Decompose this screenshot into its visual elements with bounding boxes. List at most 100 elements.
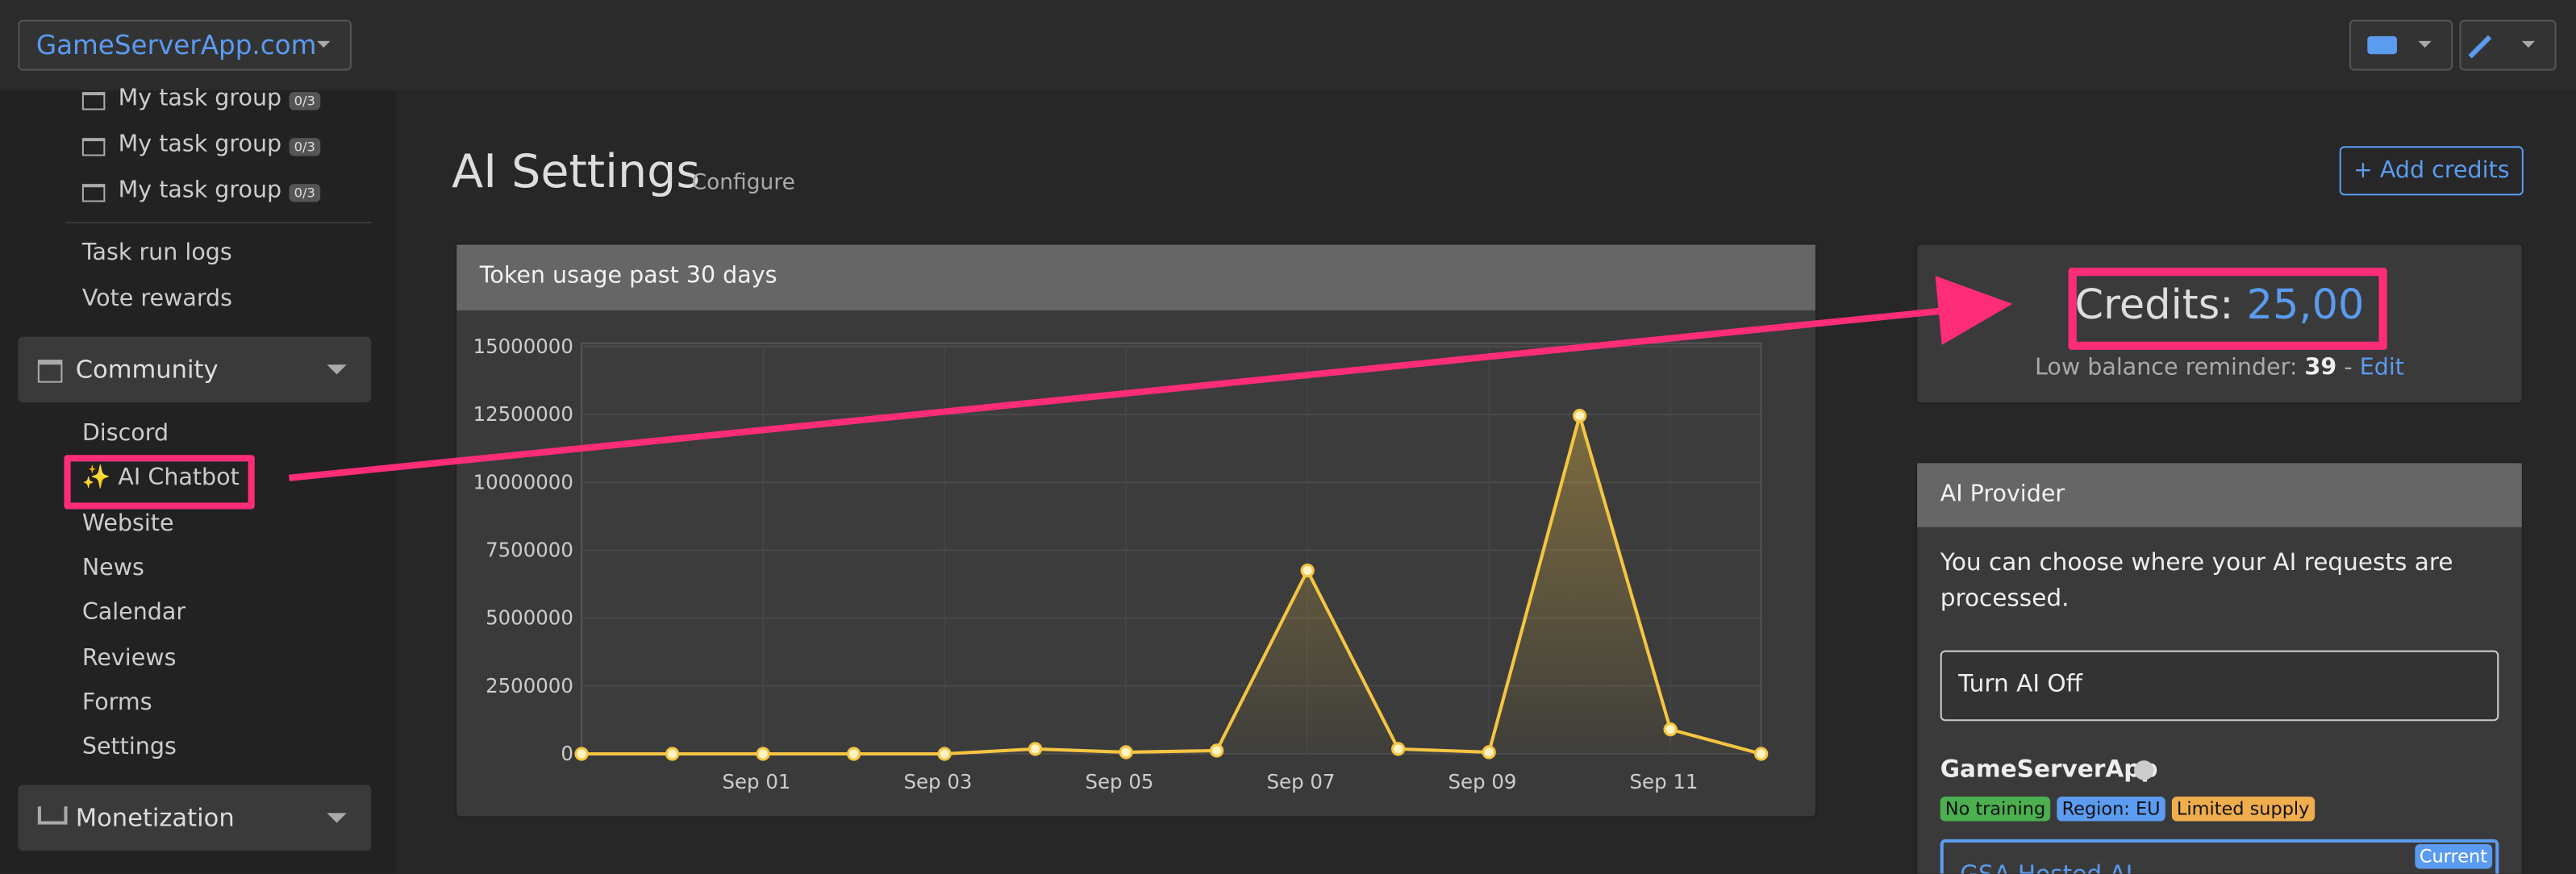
- highlight-box: [2068, 268, 2387, 350]
- window-icon: [37, 360, 63, 383]
- y-tick-label: 10000000: [473, 470, 573, 493]
- community-link[interactable]: ✨ AI Chatbot: [81, 465, 240, 492]
- edit-link[interactable]: Edit: [2359, 354, 2404, 381]
- point: [1300, 563, 1315, 578]
- point: [1209, 743, 1224, 758]
- folder-icon: [81, 184, 106, 202]
- point: [937, 747, 952, 761]
- caret: [327, 813, 347, 832]
- group-title: GameServerApp: [1940, 757, 2158, 784]
- x-tick-label: Sep 05: [1086, 770, 1154, 793]
- theme-button[interactable]: [2459, 19, 2557, 71]
- monetization-section[interactable]: Monetization: [18, 785, 372, 851]
- reminder-value: 39: [2304, 354, 2337, 381]
- x-tick-label: Sep 09: [1448, 770, 1517, 793]
- reminder-label: Low balance reminder:: [2035, 354, 2298, 381]
- info-icon[interactable]: [2134, 760, 2154, 780]
- sidebar-link[interactable]: Vote rewards: [81, 285, 233, 313]
- caret: [2418, 40, 2432, 54]
- separator: -: [2344, 354, 2353, 381]
- divider: [65, 221, 372, 224]
- folder-icon: [81, 138, 106, 156]
- panel-header: Token usage past 30 days: [456, 244, 1815, 310]
- community-section[interactable]: Community: [18, 336, 372, 403]
- panel-header: AI Provider: [1917, 463, 2522, 527]
- site-name[interactable]: GameServerApp.com: [35, 29, 317, 61]
- community-link[interactable]: Settings: [81, 734, 177, 761]
- chart-title: Token usage past 30 days: [479, 262, 777, 289]
- line: [581, 410, 1762, 756]
- point: [756, 747, 770, 761]
- badge: No training: [1940, 796, 2051, 822]
- point: [1754, 747, 1769, 761]
- y-tick-label: 12500000: [473, 402, 573, 426]
- community-link[interactable]: News: [81, 555, 144, 581]
- add-credits-button[interactable]: + Add credits: [2339, 146, 2524, 196]
- task-badge: 0/3: [289, 92, 320, 110]
- off-option[interactable]: Turn AI Off: [1940, 650, 2499, 722]
- point: [665, 747, 680, 761]
- y-tick-label: 5000000: [486, 606, 573, 630]
- point: [1482, 745, 1496, 760]
- page-title: AI Settings: [452, 144, 701, 199]
- hosted-option[interactable]: GSA Hosted AI Current: [1940, 839, 2499, 874]
- badges: No training Region: EU Limited supply: [1940, 796, 2315, 822]
- point: [574, 747, 589, 761]
- point: [846, 747, 861, 761]
- description: You can choose where your AI requests ar…: [1940, 550, 2453, 613]
- language-button[interactable]: [2349, 19, 2453, 71]
- point: [1027, 742, 1043, 756]
- y-tick-label: 0: [561, 742, 573, 765]
- section-title[interactable]: Monetization: [75, 803, 235, 833]
- community-link[interactable]: Website: [81, 510, 174, 537]
- credits-amount: 25,00: [2246, 281, 2365, 329]
- arrow-line: [289, 306, 1948, 481]
- arrow-head: [1935, 276, 2013, 345]
- task-group[interactable]: My task group: [118, 85, 282, 112]
- task-group[interactable]: My task group: [118, 177, 282, 204]
- provider-panel: AI Provider You can choose where your AI…: [1915, 461, 2524, 874]
- y-tick-label: 7500000: [486, 539, 573, 562]
- cart-icon: [37, 806, 68, 825]
- language-icon: [2367, 35, 2397, 55]
- credits: Credits: 25,00: [1917, 281, 2522, 328]
- y-tick-label: 15000000: [473, 335, 573, 358]
- point: [1572, 409, 1587, 423]
- badge: Limited supply: [2171, 796, 2315, 822]
- section-title[interactable]: Community: [75, 354, 219, 385]
- credits-panel: Credits: 25,00 Low balance reminder: 39 …: [1915, 243, 2524, 405]
- credits-label: Credits:: [2074, 281, 2234, 329]
- reminder: Low balance reminder: 39 - Edit: [1917, 355, 2522, 381]
- community-link[interactable]: Discord: [81, 420, 169, 447]
- community-link[interactable]: Forms: [81, 689, 152, 716]
- chart-panel: Token usage past 30 days 0 2500000 5000000…: [455, 243, 1817, 818]
- caret: [317, 40, 331, 54]
- top-bar: [0, 0, 2576, 91]
- community-link[interactable]: Calendar: [81, 599, 186, 626]
- option-label[interactable]: GSA Hosted AI: [1960, 862, 2132, 873]
- caret: [2521, 40, 2536, 54]
- area: [581, 415, 1761, 754]
- site-switcher[interactable]: GameServerApp.com: [18, 19, 352, 71]
- badge: Region: EU: [2057, 796, 2165, 822]
- y-tick-label: 2500000: [486, 674, 573, 697]
- current-badge: Current: [2414, 844, 2493, 869]
- task-group[interactable]: My task group: [118, 131, 282, 158]
- panel-title: AI Provider: [1940, 481, 2065, 508]
- sidebar-link[interactable]: Task run logs: [81, 239, 232, 266]
- option-label[interactable]: Turn AI Off: [1958, 672, 2083, 698]
- page-subtitle: Configure: [691, 170, 795, 196]
- x-tick-label: Sep 07: [1267, 770, 1336, 793]
- folder-icon: [81, 92, 106, 110]
- caret: [327, 364, 347, 384]
- x-tick-label: Sep 03: [904, 770, 973, 793]
- chart: 0 2500000 5000000 7500000 10000000 12500000 15…: [473, 335, 1769, 793]
- community-link[interactable]: Reviews: [81, 644, 177, 672]
- x-tick-label: Sep 01: [722, 770, 790, 793]
- point: [1390, 742, 1406, 756]
- task-badge: 0/3: [289, 138, 320, 156]
- task-badge: 0/3: [289, 184, 320, 202]
